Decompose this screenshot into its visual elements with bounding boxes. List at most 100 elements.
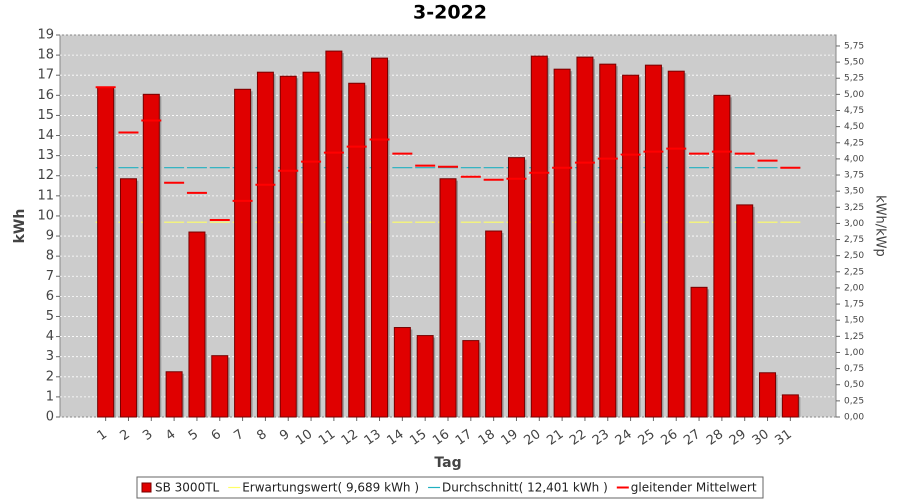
y-tick-label: 11: [37, 188, 54, 203]
x-tick-label: 24: [613, 427, 635, 449]
x-tick-label: 4: [163, 427, 178, 444]
y2-tick-label: 0,00: [844, 413, 864, 423]
bar: [781, 394, 799, 418]
x-tick-label: 15: [407, 427, 429, 449]
y2-tick-label: 2,75: [844, 235, 864, 245]
y2-tick-label: 5,00: [844, 90, 864, 100]
bar: [302, 71, 320, 418]
bar: [667, 70, 685, 418]
x-tick-label: 25: [636, 427, 658, 449]
y-axis-label: kWh: [12, 209, 28, 244]
y-tick-label: 4: [46, 329, 54, 344]
bar: [325, 50, 343, 418]
y2-tick-label: 5,50: [844, 58, 864, 68]
x-tick-label: 14: [384, 427, 406, 449]
x-tick-label: 5: [186, 427, 201, 444]
y2-tick-label: 2,00: [844, 283, 864, 293]
x-tick-label: 23: [590, 427, 612, 449]
x-tick-label: 26: [658, 427, 680, 449]
bar: [713, 94, 731, 418]
y-tick-label: 14: [37, 128, 54, 143]
bar: [393, 327, 411, 418]
y-tick-label: 9: [46, 229, 54, 244]
legend-swatch: [141, 482, 152, 493]
y2-tick-label: 3,75: [844, 171, 864, 181]
bar: [576, 56, 594, 418]
x-tick-label: 21: [544, 427, 566, 449]
y2-tick-label: 1,25: [844, 332, 864, 342]
x-tick-label: 6: [209, 427, 224, 444]
x-tick-label: 1: [95, 427, 110, 444]
x-tick-label: 3: [140, 427, 155, 444]
x-tick-label: 2: [117, 427, 132, 444]
bar: [165, 371, 183, 418]
y2-tick-label: 4,75: [844, 106, 864, 116]
x-tick-label: 11: [316, 427, 338, 449]
bar: [256, 71, 274, 418]
x-axis-label: Tag: [434, 455, 461, 471]
x-tick-label: 22: [567, 427, 589, 449]
bar: [530, 55, 548, 418]
bar: [553, 68, 571, 418]
bar: [119, 178, 137, 418]
y-tick-label: 7: [46, 269, 54, 284]
y-tick-label: 2: [46, 369, 54, 384]
bar: [439, 178, 457, 418]
bar: [485, 230, 503, 418]
bar: [599, 63, 617, 418]
bar: [416, 335, 434, 418]
y2-axis-label: kWh/kWp: [873, 195, 888, 257]
bar: [279, 75, 297, 418]
legend-label: Erwartungswert( 9,689 kWh ): [242, 481, 419, 495]
y2-tick-label: 3,25: [844, 203, 864, 213]
bar: [142, 93, 160, 418]
x-tick-label: 9: [277, 427, 292, 444]
bar: [690, 286, 708, 418]
y-tick-label: 13: [37, 148, 54, 163]
y2-tick-label: 2,50: [844, 251, 864, 261]
bar: [644, 64, 662, 418]
bar: [736, 204, 754, 418]
y2-tick-label: 0,25: [844, 396, 864, 406]
y-tick-label: 6: [46, 289, 54, 304]
bar: [507, 157, 525, 418]
x-tick-label: 18: [476, 427, 498, 449]
y2-tick-label: 3,00: [844, 219, 864, 229]
legend-label: gleitender Mittelwert: [631, 481, 757, 495]
legend-label: SB 3000TL: [155, 481, 220, 495]
y2-tick-label: 1,75: [844, 300, 864, 310]
y2-tick-label: 3,50: [844, 187, 864, 197]
x-tick-label: 20: [521, 427, 543, 449]
y2-tick-label: 4,50: [844, 122, 864, 132]
x-tick-label: 29: [727, 427, 749, 449]
x-tick-label: 7: [232, 427, 247, 444]
y-tick-label: 8: [46, 249, 54, 264]
bar: [371, 57, 389, 418]
y2-tick-label: 4,25: [844, 138, 864, 148]
bar: [348, 82, 366, 418]
bar: [97, 86, 115, 418]
x-tick-label: 30: [750, 427, 772, 449]
x-tick-label: 8: [254, 427, 269, 444]
y2-tick-label: 1,00: [844, 348, 864, 358]
x-tick-label: 13: [362, 427, 384, 449]
y2-tick-label: 5,75: [844, 41, 864, 51]
y-tick-label: 3: [46, 349, 54, 364]
y-tick-label: 10: [37, 208, 54, 223]
bar: [234, 88, 252, 418]
chart-title: 3-2022: [413, 2, 487, 24]
bar: [462, 340, 480, 418]
y-tick-label: 12: [37, 168, 54, 183]
x-tick-label: 31: [772, 427, 794, 449]
x-tick-label: 12: [339, 427, 361, 449]
x-tick-label: 27: [681, 427, 703, 449]
legend-label: Durchschnitt( 12,401 kWh ): [442, 481, 608, 495]
y-tick-label: 19: [37, 28, 54, 43]
bar: [759, 372, 777, 418]
y2-tick-label: 0,75: [844, 364, 864, 374]
bar: [622, 74, 640, 418]
x-tick-label: 28: [704, 427, 726, 449]
bar: [188, 231, 206, 418]
y2-tick-label: 5,25: [844, 74, 864, 84]
